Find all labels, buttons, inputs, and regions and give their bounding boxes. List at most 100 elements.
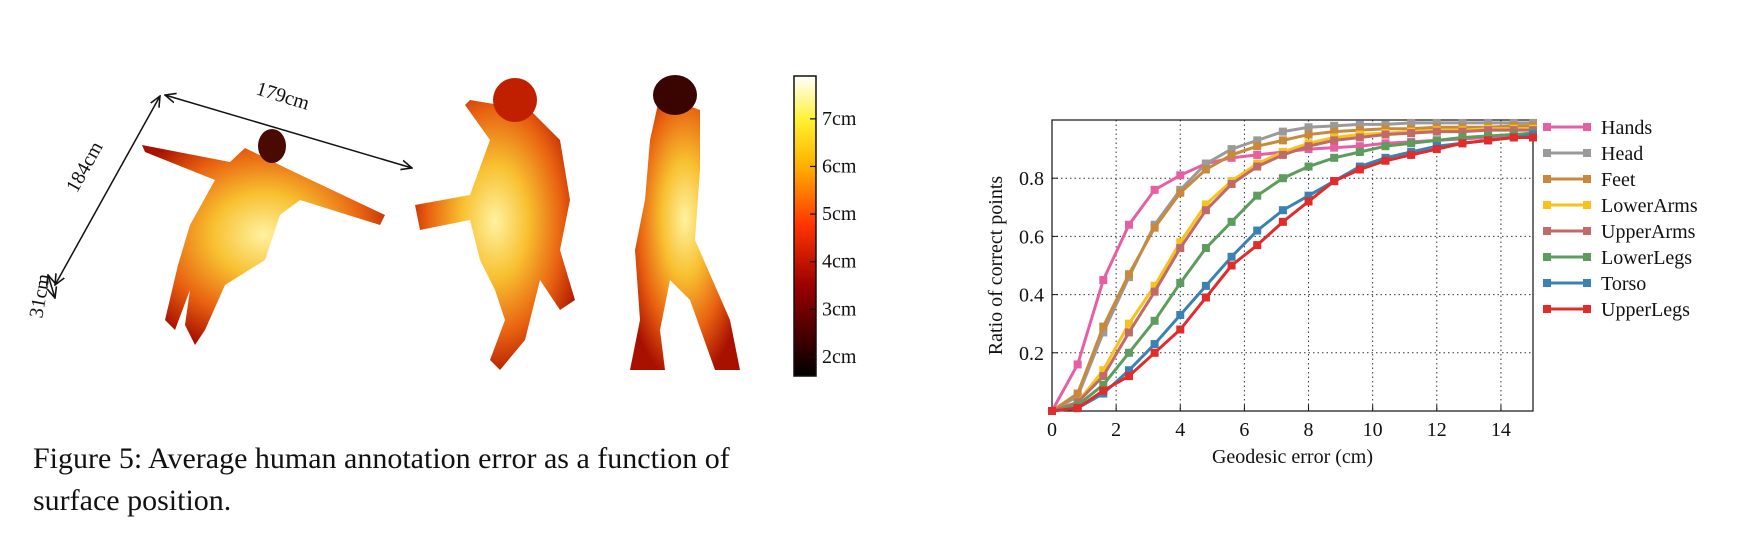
point	[1073, 360, 1082, 369]
point	[1484, 126, 1493, 135]
y-tick-label: 0.2	[1019, 343, 1044, 365]
point	[1201, 159, 1210, 168]
point	[1330, 136, 1339, 145]
point	[1124, 220, 1133, 229]
y-tick-label: 0.8	[1019, 168, 1044, 190]
point	[1278, 136, 1287, 145]
point	[1201, 165, 1210, 174]
point	[1227, 145, 1236, 154]
point	[1227, 150, 1236, 159]
point	[1330, 153, 1339, 162]
point	[1330, 143, 1339, 152]
point	[1176, 278, 1185, 287]
point	[1099, 366, 1108, 375]
point	[1355, 126, 1364, 135]
point	[1304, 162, 1313, 171]
point	[1124, 328, 1133, 337]
legend-label: LowerArms	[1601, 195, 1698, 217]
point	[1278, 127, 1287, 136]
point	[1432, 145, 1441, 154]
legend-marker	[1583, 305, 1591, 313]
point	[1099, 380, 1108, 389]
point	[1253, 136, 1262, 145]
point	[1330, 177, 1339, 186]
x-tick-label: 8	[1304, 419, 1314, 441]
point	[1355, 142, 1364, 151]
legend-label: Torso	[1601, 273, 1646, 295]
point	[1176, 171, 1185, 180]
y-axis-label: Ratio of correct points	[985, 176, 1007, 356]
point	[1330, 121, 1339, 130]
point	[1176, 188, 1185, 197]
series-line	[1051, 124, 1533, 413]
y-tick-label: 0.6	[1019, 226, 1044, 248]
point	[1355, 148, 1364, 157]
point	[1201, 206, 1210, 215]
point	[1150, 287, 1159, 296]
legend-marker	[1583, 227, 1591, 235]
point	[1407, 150, 1416, 159]
y-tick-label: 0.4	[1019, 285, 1044, 307]
point	[1407, 129, 1416, 138]
legend-label: Hands	[1601, 117, 1652, 139]
point	[1484, 118, 1493, 127]
point	[1484, 136, 1493, 145]
colorbar-label: 2cm	[822, 346, 857, 368]
point	[1432, 127, 1441, 136]
point	[1124, 348, 1133, 357]
series-line	[1051, 128, 1533, 413]
caption: Figure 5: Average human annotation error…	[33, 442, 730, 475]
point	[1099, 276, 1108, 285]
point	[1509, 133, 1518, 142]
legend-marker	[1583, 279, 1591, 287]
point	[1124, 270, 1133, 279]
point	[1304, 130, 1313, 139]
point	[1073, 389, 1082, 398]
legend-label: Head	[1601, 143, 1643, 165]
legend-marker	[1583, 123, 1591, 131]
point	[1150, 185, 1159, 194]
point	[1509, 126, 1518, 135]
point	[1407, 139, 1416, 148]
point	[1253, 241, 1262, 250]
point	[1099, 372, 1108, 381]
colorbar-label: 7cm	[822, 108, 857, 130]
dimension-label: 31cm	[25, 272, 54, 320]
legend-marker	[1543, 253, 1551, 261]
legend-label: LowerLegs	[1601, 247, 1692, 269]
series-line	[1051, 133, 1534, 413]
point	[1150, 316, 1159, 325]
point	[1176, 325, 1185, 334]
legend-marker	[1543, 305, 1551, 313]
legend-marker	[1543, 149, 1551, 157]
point	[1253, 226, 1262, 235]
x-tick-label: 14	[1491, 419, 1511, 441]
point	[1201, 244, 1210, 253]
dimension-label: 179cm	[254, 78, 313, 115]
point	[1048, 407, 1056, 415]
dimension-label: 184cm	[62, 138, 108, 197]
point	[1304, 197, 1313, 206]
colorbar-label: 6cm	[822, 155, 857, 177]
point	[1458, 133, 1467, 142]
point	[1381, 156, 1390, 165]
point	[1253, 191, 1262, 200]
point	[1073, 404, 1082, 413]
legend-marker	[1543, 227, 1551, 235]
legend-label: UpperLegs	[1601, 299, 1690, 321]
point	[1150, 223, 1159, 232]
point	[1150, 340, 1159, 349]
x-tick-label: 10	[1363, 419, 1383, 441]
series-line	[1051, 121, 1533, 413]
x-tick-label: 0	[1047, 419, 1057, 441]
x-tick-label: 12	[1427, 419, 1447, 441]
point	[1529, 133, 1537, 142]
x-tick-label: 2	[1111, 419, 1121, 441]
point	[1124, 372, 1133, 381]
legend-marker	[1543, 279, 1551, 287]
plot-frame	[1051, 119, 1534, 412]
point	[1176, 238, 1185, 247]
x-tick-label: 4	[1175, 419, 1185, 441]
point	[1304, 123, 1313, 132]
point	[1201, 200, 1210, 209]
